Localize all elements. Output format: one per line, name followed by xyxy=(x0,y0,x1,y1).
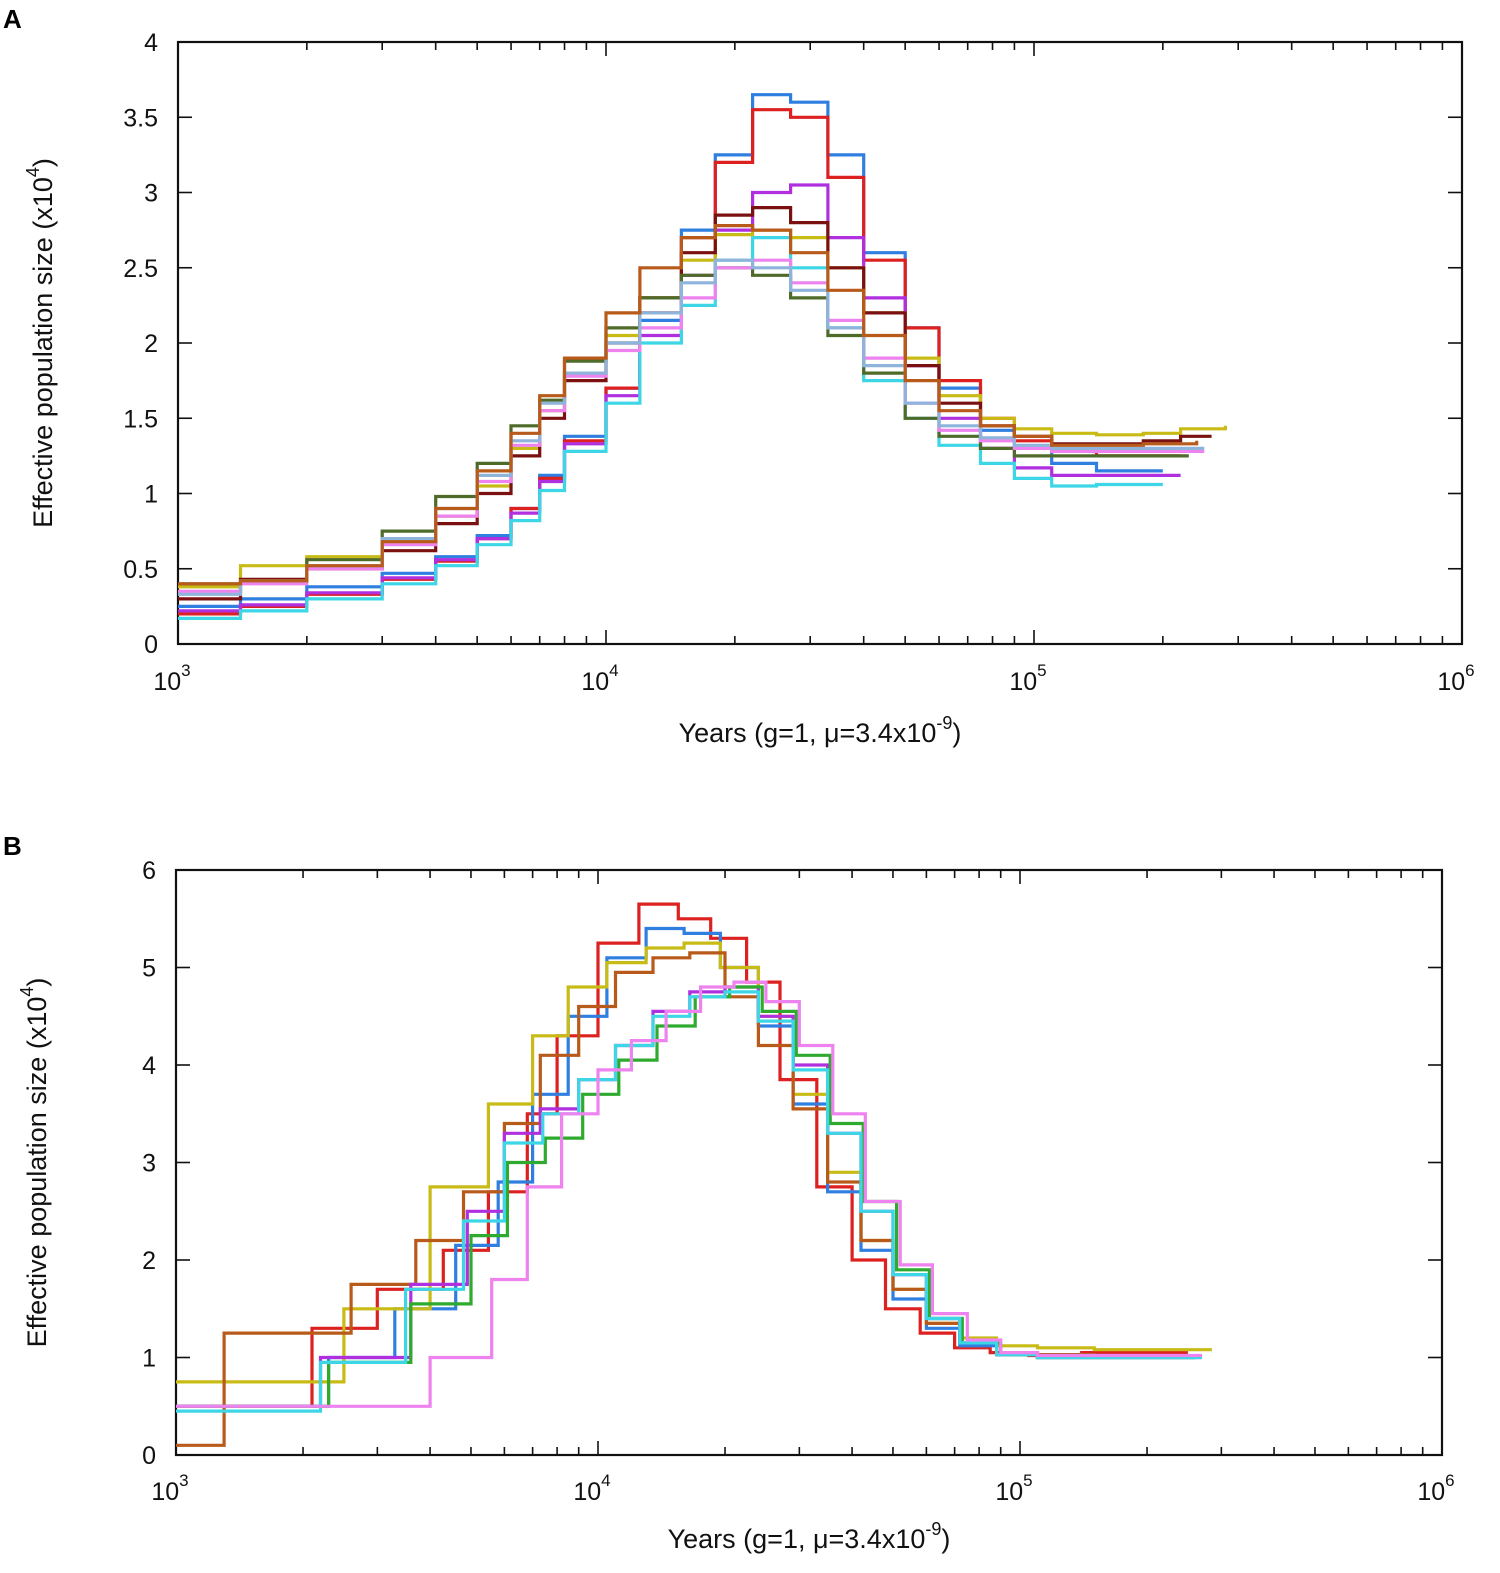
series-line-maroon xyxy=(178,206,1212,601)
x-tick-label: 104 xyxy=(581,661,618,696)
series-line-blue xyxy=(178,93,1163,608)
y-tick-label: 2 xyxy=(142,1247,156,1275)
y-axis-title-close: ) xyxy=(28,158,58,167)
x-tick-label: 105 xyxy=(1009,661,1046,696)
series-line-dark-olive xyxy=(178,266,1189,586)
x-tick-label: 103 xyxy=(151,1471,188,1506)
series-line-cyan xyxy=(176,990,1202,1413)
y-tick-label: 6 xyxy=(142,857,156,885)
y-tick-label: 1.5 xyxy=(123,405,158,433)
y-tick-label: 0 xyxy=(142,1442,156,1470)
plot-frame xyxy=(176,40,1464,646)
x-tick-label: 106 xyxy=(1417,1471,1454,1506)
y-tick-label: 2.5 xyxy=(123,255,158,283)
y-tick-label: 3 xyxy=(144,180,158,208)
x-tick-exponent: 6 xyxy=(1465,661,1474,680)
y-tick-label: 3 xyxy=(142,1150,156,1178)
y-tick-label: 4 xyxy=(142,1052,156,1080)
series-line-red xyxy=(178,108,1181,616)
x-axis-title-close: ) xyxy=(941,1524,950,1554)
series-line-green xyxy=(176,985,1196,1408)
y-tick-label: 5 xyxy=(142,955,156,983)
x-tick-base: 10 xyxy=(1417,1478,1445,1506)
y-tick-label: 3.5 xyxy=(123,104,158,132)
panel-label-a: A xyxy=(3,4,22,34)
y-axis-title-exponent: 4 xyxy=(23,167,43,177)
x-tick-exponent: 4 xyxy=(601,1471,610,1490)
y-axis-title-close: ) xyxy=(22,978,52,987)
series-line-pink xyxy=(176,980,1202,1408)
y-tick-label: 0 xyxy=(144,631,158,659)
series-line-purple xyxy=(176,985,1202,1408)
x-tick-exponent: 5 xyxy=(1023,1471,1032,1490)
y-tick-label: 1 xyxy=(144,481,158,509)
x-tick-exponent: 3 xyxy=(179,1471,188,1490)
y-tick-label: 4 xyxy=(144,29,158,57)
series-line-pink xyxy=(178,258,1205,593)
plot-frame xyxy=(174,868,1444,1457)
y-tick-label: 0.5 xyxy=(123,556,158,584)
x-axis-title-main: Years (g=1, μ=3.4x10 xyxy=(668,1524,926,1554)
y-axis-title: Effective population size (x104) xyxy=(17,978,52,1348)
x-tick-base: 10 xyxy=(573,1478,601,1506)
x-tick-label: 103 xyxy=(153,661,190,696)
x-axis-title-close: ) xyxy=(952,718,961,748)
x-axis-title-exponent: -9 xyxy=(936,713,952,733)
y-axis-title-main: Effective population size (x10 xyxy=(28,177,58,528)
x-axis-title: Years (g=1, μ=3.4x10-9) xyxy=(668,1519,951,1554)
x-tick-label: 105 xyxy=(995,1471,1032,1506)
x-tick-base: 10 xyxy=(1009,668,1037,696)
series-line-red xyxy=(176,902,1188,1408)
y-axis-title: Effective population size (x104) xyxy=(23,158,58,528)
x-tick-base: 10 xyxy=(151,1478,179,1506)
panel-label-b: B xyxy=(3,831,22,861)
y-axis-title-exponent: 4 xyxy=(17,987,37,997)
y-axis-title-main: Effective population size (x10 xyxy=(22,997,52,1348)
x-tick-base: 10 xyxy=(1437,668,1465,696)
x-tick-base: 10 xyxy=(153,668,181,696)
y-tick-label: 2 xyxy=(144,330,158,358)
x-tick-exponent: 5 xyxy=(1037,661,1046,680)
x-tick-exponent: 4 xyxy=(609,661,618,680)
x-tick-base: 10 xyxy=(995,1478,1023,1506)
x-tick-base: 10 xyxy=(581,668,609,696)
x-tick-exponent: 6 xyxy=(1445,1471,1454,1490)
x-axis-title-exponent: -9 xyxy=(925,1519,941,1539)
x-tick-exponent: 3 xyxy=(181,661,190,680)
x-axis-title: Years (g=1, μ=3.4x10-9) xyxy=(679,713,962,748)
series-line-cyan xyxy=(178,236,1163,620)
series-line-orange-brown xyxy=(178,224,1199,586)
x-tick-label: 106 xyxy=(1437,661,1474,696)
series-line-purple xyxy=(178,183,1181,613)
x-axis-title-main: Years (g=1, μ=3.4x10 xyxy=(679,718,937,748)
x-tick-label: 104 xyxy=(573,1471,610,1506)
y-tick-label: 1 xyxy=(142,1345,156,1373)
